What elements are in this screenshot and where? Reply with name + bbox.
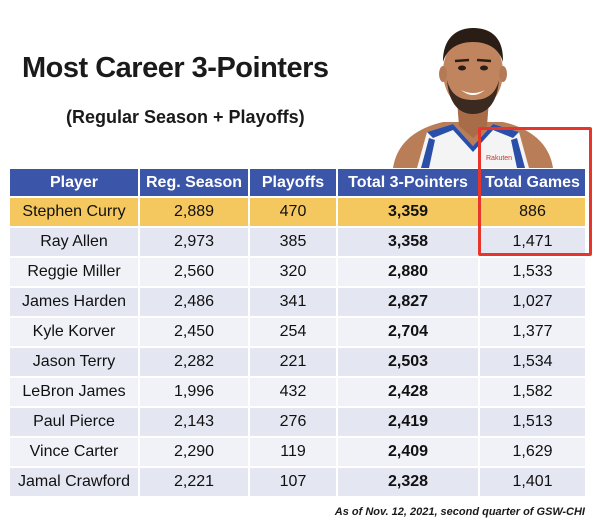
total-3-pointers-cell: 2,328 [338, 468, 478, 496]
reg-season-cell: 2,221 [140, 468, 248, 496]
player-portrait: Rakuten [393, 28, 553, 168]
table-row: Jamal Crawford 2,221 107 2,328 1,401 [10, 468, 585, 496]
player-name-cell: Vince Carter [10, 438, 138, 466]
table-header-row: Player Reg. Season Playoffs Total 3-Poin… [10, 169, 585, 196]
total-games-cell: 1,513 [480, 408, 585, 436]
chart-title: Most Career 3-Pointers [22, 52, 329, 84]
player-name-cell: Kyle Korver [10, 318, 138, 346]
total-games-cell: 1,534 [480, 348, 585, 376]
jersey-sponsor-text: Rakuten [486, 155, 512, 162]
player-name-cell: Paul Pierce [10, 408, 138, 436]
playoffs-cell: 107 [250, 468, 336, 496]
total-games-cell: 1,377 [480, 318, 585, 346]
column-header: Player [10, 169, 138, 196]
total-games-cell: 1,582 [480, 378, 585, 406]
playoffs-cell: 470 [250, 198, 336, 226]
table-row: Ray Allen 2,973 385 3,358 1,471 [10, 228, 585, 256]
footnote: As of Nov. 12, 2021, second quarter of G… [334, 506, 585, 518]
total-3-pointers-cell: 2,880 [338, 258, 478, 286]
table-row: Vince Carter 2,290 119 2,409 1,629 [10, 438, 585, 466]
player-name-cell: Jason Terry [10, 348, 138, 376]
table-row: LeBron James 1,996 432 2,428 1,582 [10, 378, 585, 406]
player-name-cell: James Harden [10, 288, 138, 316]
total-games-cell: 1,027 [480, 288, 585, 316]
table-row: Kyle Korver 2,450 254 2,704 1,377 [10, 318, 585, 346]
player-name-cell: Reggie Miller [10, 258, 138, 286]
reg-season-cell: 2,290 [140, 438, 248, 466]
total-3-pointers-cell: 2,419 [338, 408, 478, 436]
total-3-pointers-cell: 2,827 [338, 288, 478, 316]
total-3-pointers-cell: 2,503 [338, 348, 478, 376]
column-header: Playoffs [250, 169, 336, 196]
playoffs-cell: 341 [250, 288, 336, 316]
player-name-cell: LeBron James [10, 378, 138, 406]
table-body: Stephen Curry 2,889 470 3,359 886 Ray Allen 2,… [10, 198, 585, 496]
reg-season-cell: 2,450 [140, 318, 248, 346]
playoffs-cell: 221 [250, 348, 336, 376]
total-games-cell: 1,533 [480, 258, 585, 286]
player-name-cell: Ray Allen [10, 228, 138, 256]
total-games-cell: 1,401 [480, 468, 585, 496]
reg-season-cell: 2,486 [140, 288, 248, 316]
reg-season-cell: 1,996 [140, 378, 248, 406]
playoffs-cell: 432 [250, 378, 336, 406]
column-header: Reg. Season [140, 169, 248, 196]
table-row: Jason Terry 2,282 221 2,503 1,534 [10, 348, 585, 376]
playoffs-cell: 276 [250, 408, 336, 436]
total-games-cell: 1,471 [480, 228, 585, 256]
stats-table: Player Reg. Season Playoffs Total 3-Poin… [8, 167, 587, 498]
player-name-cell: Jamal Crawford [10, 468, 138, 496]
total-3-pointers-cell: 2,428 [338, 378, 478, 406]
table-row: Stephen Curry 2,889 470 3,359 886 [10, 198, 585, 226]
total-3-pointers-cell: 3,359 [338, 198, 478, 226]
playoffs-cell: 119 [250, 438, 336, 466]
table-row: James Harden 2,486 341 2,827 1,027 [10, 288, 585, 316]
player-name-cell: Stephen Curry [10, 198, 138, 226]
playoffs-cell: 320 [250, 258, 336, 286]
reg-season-cell: 2,560 [140, 258, 248, 286]
total-games-cell: 886 [480, 198, 585, 226]
reg-season-cell: 2,889 [140, 198, 248, 226]
playoffs-cell: 254 [250, 318, 336, 346]
column-header: Total 3-Pointers [338, 169, 478, 196]
total-3-pointers-cell: 2,704 [338, 318, 478, 346]
reg-season-cell: 2,143 [140, 408, 248, 436]
table-row: Paul Pierce 2,143 276 2,419 1,513 [10, 408, 585, 436]
playoffs-cell: 385 [250, 228, 336, 256]
total-games-cell: 1,629 [480, 438, 585, 466]
total-3-pointers-cell: 3,358 [338, 228, 478, 256]
column-header: Total Games [480, 169, 585, 196]
reg-season-cell: 2,973 [140, 228, 248, 256]
reg-season-cell: 2,282 [140, 348, 248, 376]
chart-subtitle: (Regular Season + Playoffs) [66, 107, 305, 127]
total-games-callout-box [478, 127, 592, 256]
total-3-pointers-cell: 2,409 [338, 438, 478, 466]
table-row: Reggie Miller 2,560 320 2,880 1,533 [10, 258, 585, 286]
